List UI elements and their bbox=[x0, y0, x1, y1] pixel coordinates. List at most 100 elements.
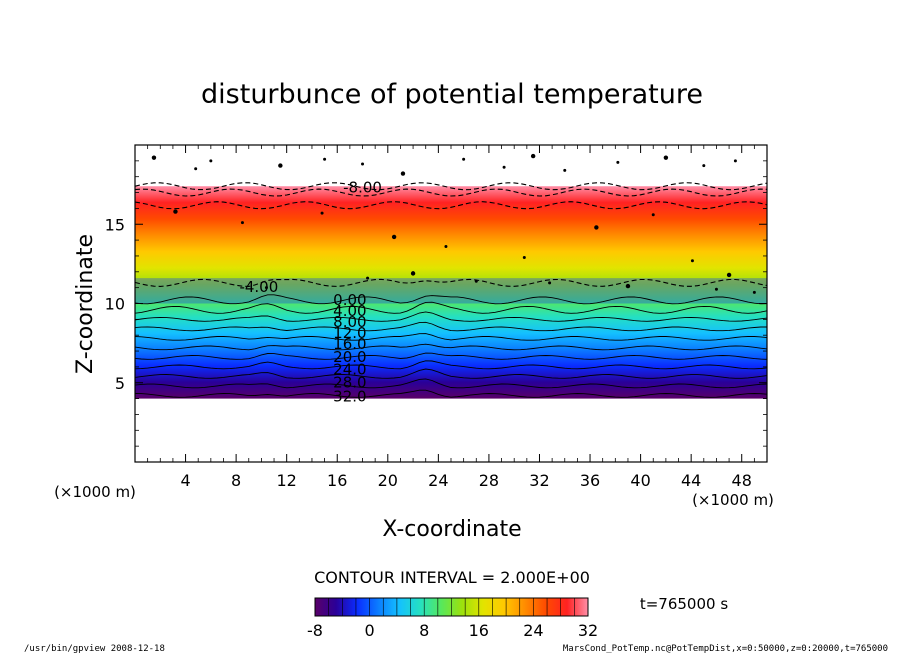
colorbar-tick-label: 16 bbox=[469, 621, 489, 640]
noise-speck bbox=[264, 286, 268, 290]
plot-area: -8.00-4.000.004.008.0012.016.020.024.028… bbox=[105, 144, 768, 490]
colorbar-tick-label: 8 bbox=[419, 621, 429, 640]
noise-speck bbox=[194, 167, 198, 171]
colorbar-ticks: -8 0 8 16 24 32 bbox=[307, 598, 598, 640]
noise-speck bbox=[563, 168, 567, 172]
colorbar: -8 0 8 16 24 32 bbox=[307, 597, 598, 640]
contour-line bbox=[135, 343, 767, 351]
contour-label-layer: -8.00 -4.00 0.004.008.0012.016.020.024.028… bbox=[239, 178, 381, 405]
noise-speck bbox=[522, 256, 526, 260]
temperature-field bbox=[135, 186, 767, 399]
noise-speck bbox=[400, 171, 406, 176]
temperature-band bbox=[135, 186, 767, 399]
x-tick-label: 48 bbox=[732, 471, 752, 490]
contour-line bbox=[135, 389, 767, 398]
noise-speck bbox=[616, 160, 620, 164]
disturbance-layer bbox=[135, 278, 767, 304]
contour-value-label: 28.0 bbox=[333, 373, 366, 391]
contour-line bbox=[135, 278, 767, 287]
noise-speck bbox=[462, 157, 466, 161]
chart-title: disturbunce of potential temperature bbox=[201, 79, 703, 110]
colorbar-tick-label: 32 bbox=[578, 621, 598, 640]
colorbar-tick-label: 0 bbox=[365, 621, 375, 640]
y-axis: 5 10 15 bbox=[105, 160, 767, 447]
noise-speck bbox=[410, 271, 416, 276]
contour-value-label: -4.00 bbox=[239, 278, 278, 296]
noise-speck bbox=[530, 153, 536, 159]
time-label: t=765000 s bbox=[640, 595, 728, 613]
noise-speck bbox=[594, 225, 599, 230]
noise-speck bbox=[278, 163, 283, 168]
contour-line bbox=[135, 301, 767, 314]
x-tick-label: 20 bbox=[378, 471, 398, 490]
y-axis-label: Z-coordinate bbox=[73, 234, 98, 374]
noise-speck bbox=[444, 244, 448, 248]
contour-line bbox=[135, 294, 767, 305]
noise-speck bbox=[726, 272, 732, 278]
noise-speck bbox=[474, 279, 478, 283]
colorbar-tick-label: 24 bbox=[523, 621, 543, 640]
contour-value-label: 32.0 bbox=[333, 388, 366, 406]
y-tick-label: 5 bbox=[115, 374, 125, 393]
noise-speck bbox=[502, 165, 506, 169]
x-tick-label: 40 bbox=[630, 471, 650, 490]
x-tick-label: 8 bbox=[231, 471, 241, 490]
contour-value-label: 12.0 bbox=[333, 324, 366, 342]
noise-speck bbox=[752, 290, 756, 294]
noise-speck bbox=[151, 155, 157, 160]
x-tick-label: 36 bbox=[580, 471, 600, 490]
noise-speck bbox=[548, 281, 552, 285]
contour-line bbox=[135, 201, 767, 210]
footer-right: MarsCond_PotTemp.nc@PotTempDist,x=0:5000… bbox=[563, 644, 888, 654]
x-tick-label: 32 bbox=[529, 471, 549, 490]
contour-value-label: 4.00 bbox=[333, 302, 366, 320]
contour-lines bbox=[135, 182, 767, 398]
contour-value-label: 8.00 bbox=[333, 313, 366, 331]
noise-speck bbox=[323, 157, 327, 161]
x-tick-label: 28 bbox=[479, 471, 499, 490]
noise-speck bbox=[173, 209, 178, 214]
contour-interval-label: CONTOUR INTERVAL = 2.000E+00 bbox=[314, 568, 590, 587]
x-axis-label: X-coordinate bbox=[382, 517, 521, 542]
contour-line bbox=[135, 188, 767, 197]
noise-speck bbox=[702, 164, 706, 168]
noise-speck bbox=[714, 287, 718, 291]
contour-line bbox=[135, 321, 767, 332]
x-tick-label: 44 bbox=[681, 471, 701, 490]
y-tick-label: 15 bbox=[105, 215, 125, 234]
x-tick-label: 16 bbox=[327, 471, 347, 490]
contour-value-label: 16.0 bbox=[333, 335, 366, 353]
contour-line bbox=[135, 333, 767, 341]
noise-speck bbox=[690, 259, 694, 263]
noise-speck bbox=[240, 221, 244, 225]
noise-speck bbox=[209, 159, 213, 163]
x-tick-label: 12 bbox=[277, 471, 297, 490]
noise-speck bbox=[651, 213, 655, 217]
footer-left: /usr/bin/gpview 2008-12-18 bbox=[24, 644, 165, 654]
contour-value-label: 24.0 bbox=[333, 361, 366, 379]
noise-speck bbox=[320, 211, 324, 215]
noise-speck bbox=[361, 162, 365, 166]
noise-speck bbox=[366, 276, 370, 280]
colorbar-tick-label: -8 bbox=[307, 621, 323, 640]
noise-specks bbox=[151, 153, 756, 294]
contour-line bbox=[135, 311, 767, 322]
y-tick-label: 10 bbox=[105, 295, 125, 314]
contour-value-label: 20.0 bbox=[333, 348, 366, 366]
noise-speck bbox=[733, 159, 737, 163]
contour-line bbox=[135, 360, 767, 370]
x-tick-label: 24 bbox=[428, 471, 448, 490]
noise-speck bbox=[663, 155, 669, 160]
x-tick-label: 4 bbox=[180, 471, 190, 490]
contour-line bbox=[135, 182, 767, 191]
colorbar-frame bbox=[314, 597, 589, 617]
x-axis-unit: (×1000 m) bbox=[692, 491, 774, 509]
contour-line bbox=[135, 352, 767, 360]
x-axis: 4 8 12 16 20 24 28 32 36 40 44 48 bbox=[147, 145, 755, 490]
contour-line bbox=[135, 378, 767, 389]
contour-value-label: -8.00 bbox=[343, 178, 382, 196]
z-axis-unit: (×1000 m) bbox=[54, 483, 136, 501]
noise-speck bbox=[625, 283, 631, 289]
contour-line bbox=[135, 368, 767, 379]
